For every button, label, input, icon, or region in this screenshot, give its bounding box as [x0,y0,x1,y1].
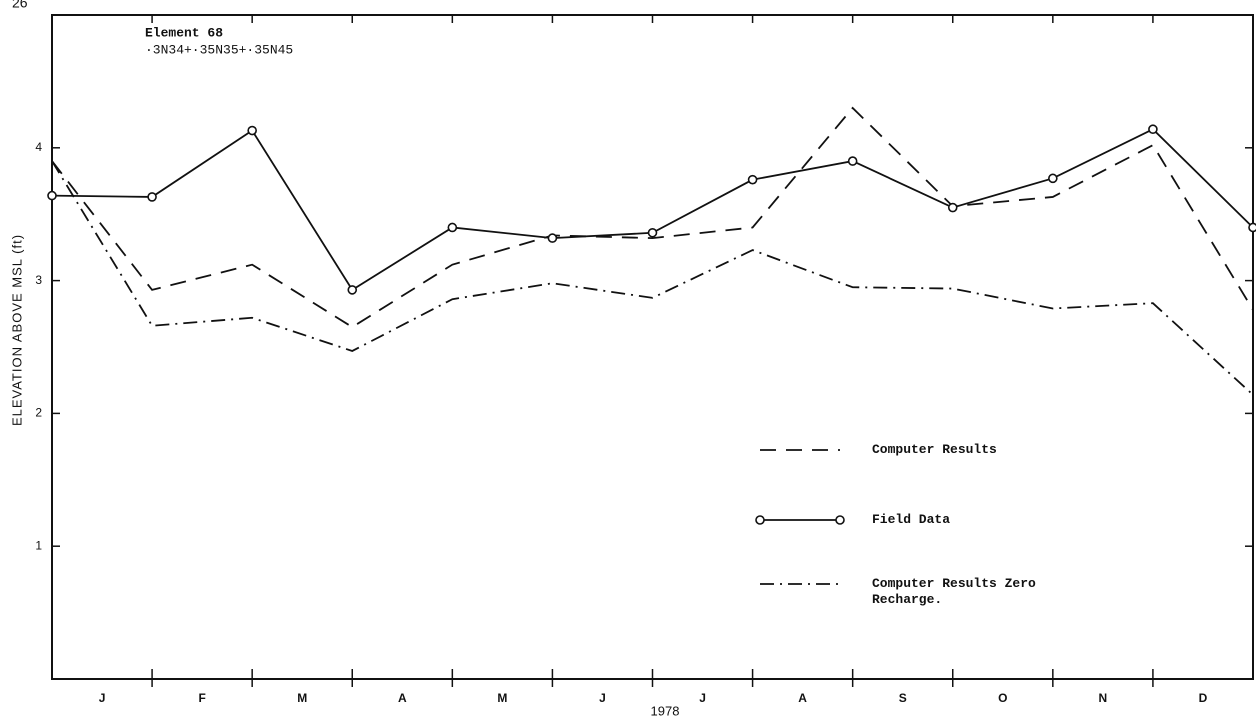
legend-label: Computer Results [872,442,997,457]
series-line [51,106,1254,329]
x-tick-label: N [1099,691,1108,705]
page-number: 26 [12,0,28,11]
data-point [1248,222,1256,233]
legend-marker [755,515,765,525]
series-line [51,128,1254,292]
x-tick-label: J [99,691,106,705]
y-tick-label: 2 [35,406,42,420]
y-tick-label: 1 [35,538,42,552]
data-point [447,222,458,233]
data-point [947,202,958,213]
x-tick-label: O [998,691,1007,705]
y-tick-label: 3 [35,273,42,287]
x-tick-label: F [198,691,205,705]
annotation: Element 68 [145,25,223,40]
legend-marker [835,515,845,525]
x-tick-label: J [599,691,606,705]
data-point [847,156,858,166]
x-tick-label: J [699,691,706,705]
plot-frame [51,14,1254,680]
legend-label: Computer Results Zero Recharge. [872,576,1036,607]
y-axis-label: ELEVATION ABOVE MSL (ft) [9,234,24,426]
y-tick-label: 4 [35,140,42,154]
data-point [47,190,57,201]
data-point [147,192,157,202]
data-point [547,233,558,243]
x-axis-label: 1978 [651,703,680,718]
x-tick-label: A [398,691,407,705]
x-tick-label: M [497,691,507,705]
data-point [347,285,358,295]
x-tick-label: D [1199,691,1208,705]
annotation: ·3N34+·35N35+·35N45 [145,42,293,57]
data-point [1048,173,1058,184]
x-tick-label: M [297,691,307,705]
x-tick-label: A [798,691,807,705]
data-point [747,174,758,185]
x-tick-label: S [899,691,907,705]
data-point [647,227,658,238]
legend-label: Field Data [872,512,951,527]
series-line [51,160,1254,396]
data-point [247,125,257,136]
data-point [1148,124,1158,135]
